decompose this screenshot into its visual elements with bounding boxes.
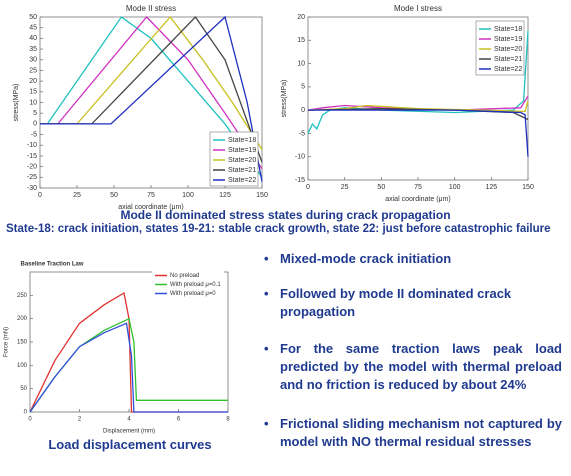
x-tick-label: 75 bbox=[147, 192, 155, 199]
y-tick-label: 25 bbox=[29, 67, 37, 74]
x-tick-label: 150 bbox=[522, 184, 534, 191]
x-tick-label: 75 bbox=[414, 184, 422, 191]
x-tick-label: 100 bbox=[449, 184, 461, 191]
y-tick-label: -5 bbox=[299, 130, 305, 137]
legend-label: State=19 bbox=[494, 36, 522, 43]
y-tick-label: 100 bbox=[17, 363, 28, 369]
legend-label: With preload μ=0.1 bbox=[170, 282, 221, 288]
y-axis-label: Force (mN) bbox=[4, 327, 10, 357]
y-tick-label: 0 bbox=[24, 410, 28, 416]
legend-label: State=22 bbox=[228, 177, 256, 184]
y-tick-label: 15 bbox=[29, 89, 37, 96]
x-tick-label: 150 bbox=[256, 192, 268, 199]
legend-label: State=20 bbox=[494, 46, 522, 53]
chart-title: Baseline Traction Law bbox=[20, 262, 83, 268]
y-tick-label: 50 bbox=[29, 14, 37, 21]
y-tick-label: 35 bbox=[29, 46, 37, 53]
y-tick-label: 20 bbox=[297, 14, 305, 21]
x-tick-label: 0 bbox=[28, 417, 32, 423]
y-tick-label: 200 bbox=[17, 316, 28, 322]
legend-label: State=19 bbox=[228, 147, 256, 154]
legend-box bbox=[209, 131, 259, 187]
y-tick-label: 5 bbox=[301, 84, 305, 91]
line-series bbox=[29, 322, 228, 413]
x-tick-label: 4 bbox=[127, 417, 131, 423]
legend-label: State=18 bbox=[228, 137, 256, 144]
caption: State-18: crack initiation, states 19-21… bbox=[6, 223, 551, 235]
chart-title: Mode I stress bbox=[394, 4, 442, 13]
x-axis-label: axial coordinate (μm) bbox=[385, 196, 451, 203]
x-tick-label: 0 bbox=[306, 184, 310, 191]
caption: Mode II dominated stress states during c… bbox=[120, 208, 451, 222]
legend-label: State=21 bbox=[494, 56, 522, 63]
y-tick-label: -30 bbox=[27, 185, 37, 192]
x-tick-label: 8 bbox=[226, 417, 230, 423]
chart-title: Mode II stress bbox=[126, 4, 176, 13]
y-tick-label: -5 bbox=[31, 131, 37, 138]
x-tick-label: 125 bbox=[485, 184, 497, 191]
x-tick-label: 0 bbox=[38, 192, 42, 199]
y-tick-label: 10 bbox=[29, 99, 37, 106]
x-tick-label: 2 bbox=[78, 417, 82, 423]
bullet: Mixed-mode crack initiation bbox=[262, 250, 562, 268]
y-tick-label: 10 bbox=[297, 60, 305, 67]
x-tick-label: 50 bbox=[110, 192, 118, 199]
line-series bbox=[40, 15, 263, 182]
y-tick-label: -25 bbox=[27, 174, 37, 181]
y-tick-label: -15 bbox=[295, 177, 305, 184]
y-tick-label: -10 bbox=[295, 154, 305, 161]
bullet: For the same traction laws peak load pre… bbox=[262, 340, 562, 394]
line-series bbox=[308, 109, 529, 157]
x-tick-label: 100 bbox=[182, 192, 194, 199]
legend-label: State=18 bbox=[494, 26, 522, 33]
x-tick-label: 50 bbox=[377, 184, 385, 191]
legend-label: State=21 bbox=[228, 167, 256, 174]
x-tick-label: 125 bbox=[219, 192, 231, 199]
y-tick-label: 20 bbox=[29, 78, 37, 85]
legend-label: No preload bbox=[170, 273, 199, 279]
y-tick-label: 45 bbox=[29, 25, 37, 32]
y-tick-label: -20 bbox=[27, 163, 37, 170]
line-series bbox=[29, 291, 228, 413]
y-tick-label: 250 bbox=[17, 293, 28, 299]
line-series bbox=[307, 100, 529, 113]
legend-label: With preload μ=0 bbox=[170, 291, 216, 297]
y-tick-label: 0 bbox=[33, 121, 37, 128]
y-tick-label: 50 bbox=[20, 386, 27, 392]
x-tick-label: 25 bbox=[73, 192, 81, 199]
y-tick-label: 15 bbox=[297, 37, 305, 44]
y-tick-label: -15 bbox=[27, 153, 37, 160]
bullet: Followed by mode II dominated crack prop… bbox=[262, 285, 562, 321]
y-tick-label: 150 bbox=[17, 340, 28, 346]
line-series bbox=[307, 30, 529, 134]
y-tick-label: 0 bbox=[301, 107, 305, 114]
bullet: Frictional sliding mechanism not capture… bbox=[262, 415, 562, 451]
y-axis-label: stress(MPa) bbox=[13, 84, 20, 122]
legend-label: State=22 bbox=[494, 66, 522, 73]
x-tick-label: 6 bbox=[177, 417, 181, 423]
x-axis-label: axial coordinate (μm) bbox=[118, 204, 184, 211]
y-tick-label: 40 bbox=[29, 35, 37, 42]
legend-label: State=20 bbox=[228, 157, 256, 164]
y-tick-label: 30 bbox=[29, 57, 37, 64]
legend-box bbox=[475, 20, 525, 76]
caption: Load displacement curves bbox=[48, 437, 212, 452]
x-axis-label: Displacement (mm) bbox=[103, 429, 155, 435]
x-tick-label: 25 bbox=[341, 184, 349, 191]
y-axis-label: stress(MPa) bbox=[281, 80, 288, 118]
y-tick-label: 5 bbox=[33, 110, 37, 117]
line-series bbox=[307, 95, 529, 111]
y-tick-label: -10 bbox=[27, 142, 37, 149]
